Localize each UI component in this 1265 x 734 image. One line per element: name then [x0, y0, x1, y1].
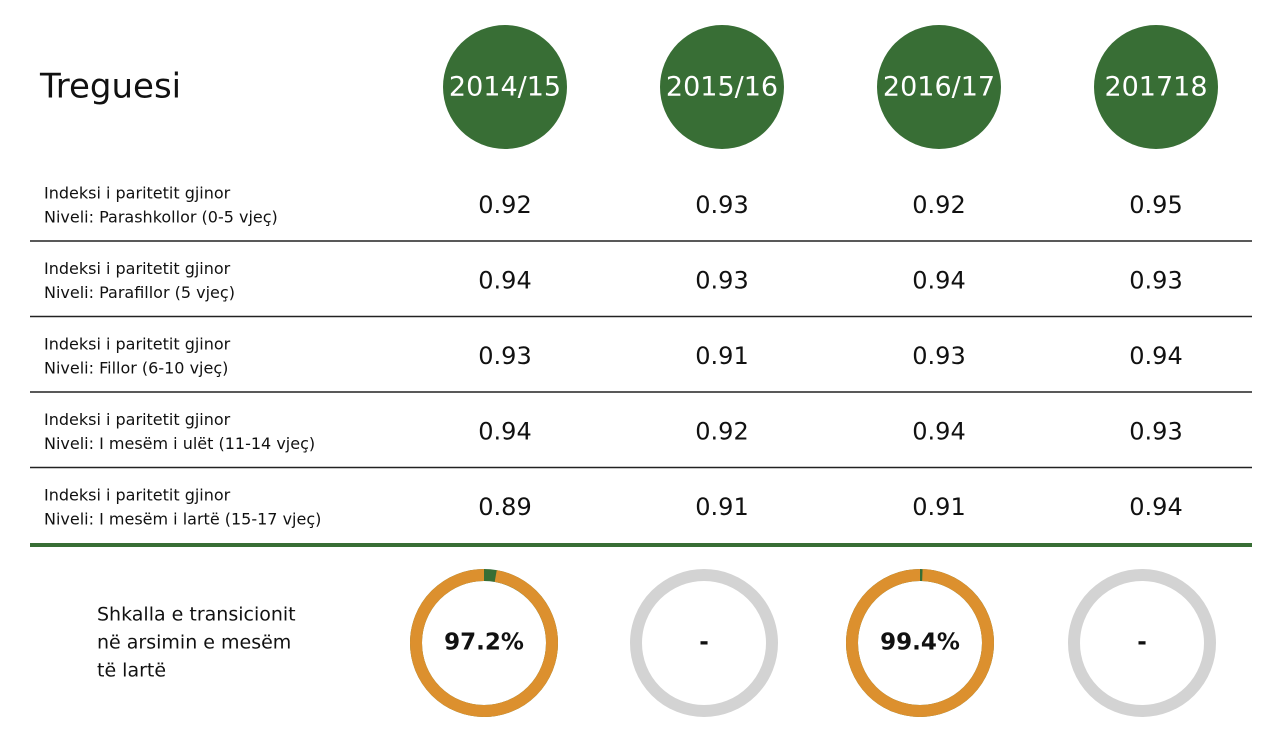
ring-value — [410, 569, 558, 717]
cell-value: 0.91 — [695, 342, 748, 370]
cell-value: 0.94 — [1129, 342, 1182, 370]
row-label: Niveli: Fillor (6-10 vjeç) — [44, 359, 228, 378]
ring-label: 99.4% — [880, 630, 960, 656]
year-badge — [1094, 25, 1218, 149]
year-label: 2016/17 — [883, 72, 995, 103]
cell-value: 0.95 — [1129, 191, 1182, 219]
year-label: 2014/15 — [449, 72, 561, 103]
transition-label: në arsimin e mesëm — [97, 632, 291, 654]
ring-label: - — [1137, 630, 1147, 656]
cell-value: 0.94 — [912, 418, 965, 446]
cell-value: 0.92 — [695, 418, 748, 446]
row-label: Indeksi i paritetit gjinor — [44, 184, 231, 203]
cell-value: 0.94 — [1129, 493, 1182, 521]
cell-value: 0.93 — [1129, 267, 1182, 295]
title: Treguesi — [39, 67, 181, 107]
row-label: Niveli: I mesëm i lartë (15-17 vjeç) — [44, 510, 321, 529]
cell-value: 0.94 — [478, 267, 531, 295]
cell-value: 0.93 — [912, 342, 965, 370]
cell-value: 0.94 — [912, 267, 965, 295]
cell-value: 0.92 — [912, 191, 965, 219]
empty-ring — [630, 569, 778, 717]
cell-value: 0.91 — [912, 493, 965, 521]
year-label: 2015/16 — [666, 72, 778, 103]
row-label: Indeksi i paritetit gjinor — [44, 335, 231, 354]
cell-value: 0.93 — [695, 267, 748, 295]
cell-value: 0.91 — [695, 493, 748, 521]
empty-ring — [1068, 569, 1216, 717]
ring-label: - — [699, 630, 709, 656]
year-label: 201718 — [1104, 72, 1207, 103]
cell-value: 0.89 — [478, 493, 531, 521]
row-label: Niveli: Parashkollor (0-5 vjeç) — [44, 208, 278, 227]
row-label: Niveli: Parafillor (5 vjeç) — [44, 283, 235, 302]
row-label: Indeksi i paritetit gjinor — [44, 486, 231, 505]
transition-label: të lartë — [97, 660, 166, 682]
cell-value: 0.93 — [478, 342, 531, 370]
row-label: Niveli: I mesëm i ulët (11-14 vjeç) — [44, 434, 315, 453]
ring-label: 97.2% — [444, 630, 524, 656]
row-label: Indeksi i paritetit gjinor — [44, 259, 231, 278]
year-badge — [877, 25, 1001, 149]
cell-value: 0.93 — [695, 191, 748, 219]
year-badge — [660, 25, 784, 149]
cell-value: 0.93 — [1129, 418, 1182, 446]
row-label: Indeksi i paritetit gjinor — [44, 410, 231, 429]
year-badge — [443, 25, 567, 149]
ring-value — [846, 569, 994, 717]
transition-label: Shkalla e transicionit — [97, 604, 296, 626]
cell-value: 0.92 — [478, 191, 531, 219]
cell-value: 0.94 — [478, 418, 531, 446]
